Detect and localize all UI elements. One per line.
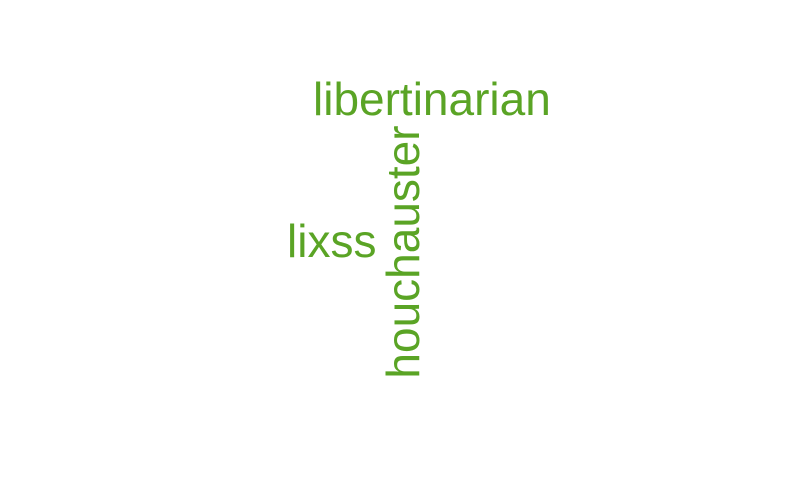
word-libertinarian: libertinarian (313, 73, 551, 125)
word-lixss: lixss (287, 215, 377, 267)
word-houchauster: houchauster (377, 125, 429, 379)
